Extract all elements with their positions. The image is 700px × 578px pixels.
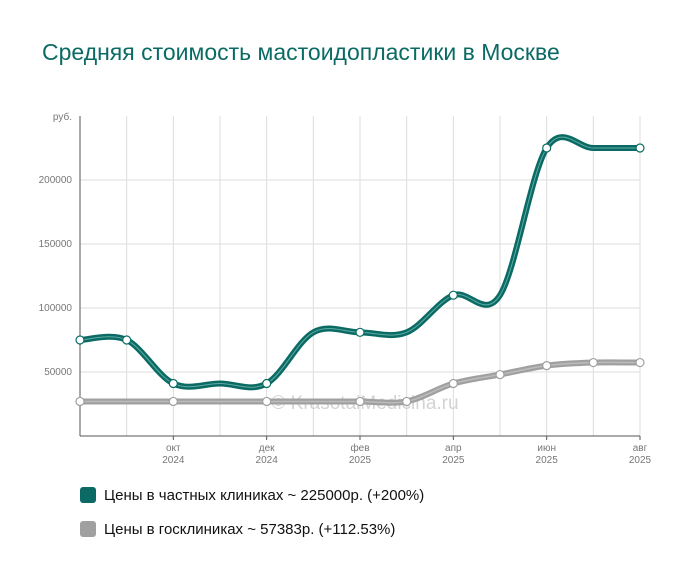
x-tick-year: 2025 <box>629 455 652 466</box>
legend-swatch-private <box>80 487 96 503</box>
data-point-public[interactable] <box>542 361 552 371</box>
legend-item-private[interactable]: Цены в частных клиниках ~ 225000р. (+200… <box>80 483 640 507</box>
x-tick-month: фев <box>350 442 369 454</box>
axes <box>79 116 641 440</box>
data-point-private[interactable] <box>355 327 365 337</box>
data-point-public[interactable] <box>588 357 598 368</box>
data-point-public[interactable] <box>635 357 645 368</box>
legend-swatch-public <box>80 521 96 537</box>
data-point-public[interactable] <box>75 396 85 407</box>
y-tick-label: 200000 <box>39 175 73 186</box>
x-tick-month: дек <box>259 443 275 454</box>
data-point-private[interactable] <box>262 378 272 389</box>
x-tick-month: окт <box>166 443 181 454</box>
y-tick-label: 150000 <box>39 239 73 250</box>
data-point-public[interactable] <box>262 396 272 407</box>
data-point-public[interactable] <box>355 396 365 407</box>
x-tick-year: 2024 <box>256 455 279 466</box>
x-tick-year: 2024 <box>162 455 185 466</box>
data-point-private[interactable] <box>542 143 552 153</box>
tick-labels: 50000100000150000200000руб.окт2024дек202… <box>39 111 652 466</box>
data-point-public[interactable] <box>448 378 458 389</box>
legend-item-public[interactable]: Цены в госклиниках ~ 57383р. (+112.53%) <box>80 517 640 541</box>
chart-title: Средняя стоимость мастоидопластики в Мос… <box>42 39 560 65</box>
y-tick-label: 100000 <box>39 303 73 314</box>
data-point-public[interactable] <box>168 396 178 407</box>
data-point-private[interactable] <box>635 143 645 153</box>
data-point-private[interactable] <box>122 335 132 345</box>
x-tick-year: 2025 <box>349 455 372 466</box>
x-tick-month: апр <box>445 443 462 454</box>
x-tick-month: июн <box>537 443 556 454</box>
grid-lines <box>79 116 641 436</box>
x-tick-year: 2025 <box>536 455 559 466</box>
y-unit-label: руб. <box>53 111 72 123</box>
data-point-public[interactable] <box>402 396 412 407</box>
x-tick-month: авг <box>633 443 648 454</box>
y-tick-label: 50000 <box>44 367 72 378</box>
data-point-public[interactable] <box>495 369 505 380</box>
x-tick-year: 2025 <box>442 455 465 466</box>
legend-label-private: Цены в частных клиниках ~ 225000р. (+200… <box>104 486 425 504</box>
legend-label-public: Цены в госклиниках ~ 57383р. (+112.53%) <box>104 520 396 538</box>
data-points <box>75 143 645 407</box>
data-point-private[interactable] <box>448 290 458 300</box>
data-point-private[interactable] <box>75 335 85 345</box>
data-point-private[interactable] <box>168 378 178 389</box>
